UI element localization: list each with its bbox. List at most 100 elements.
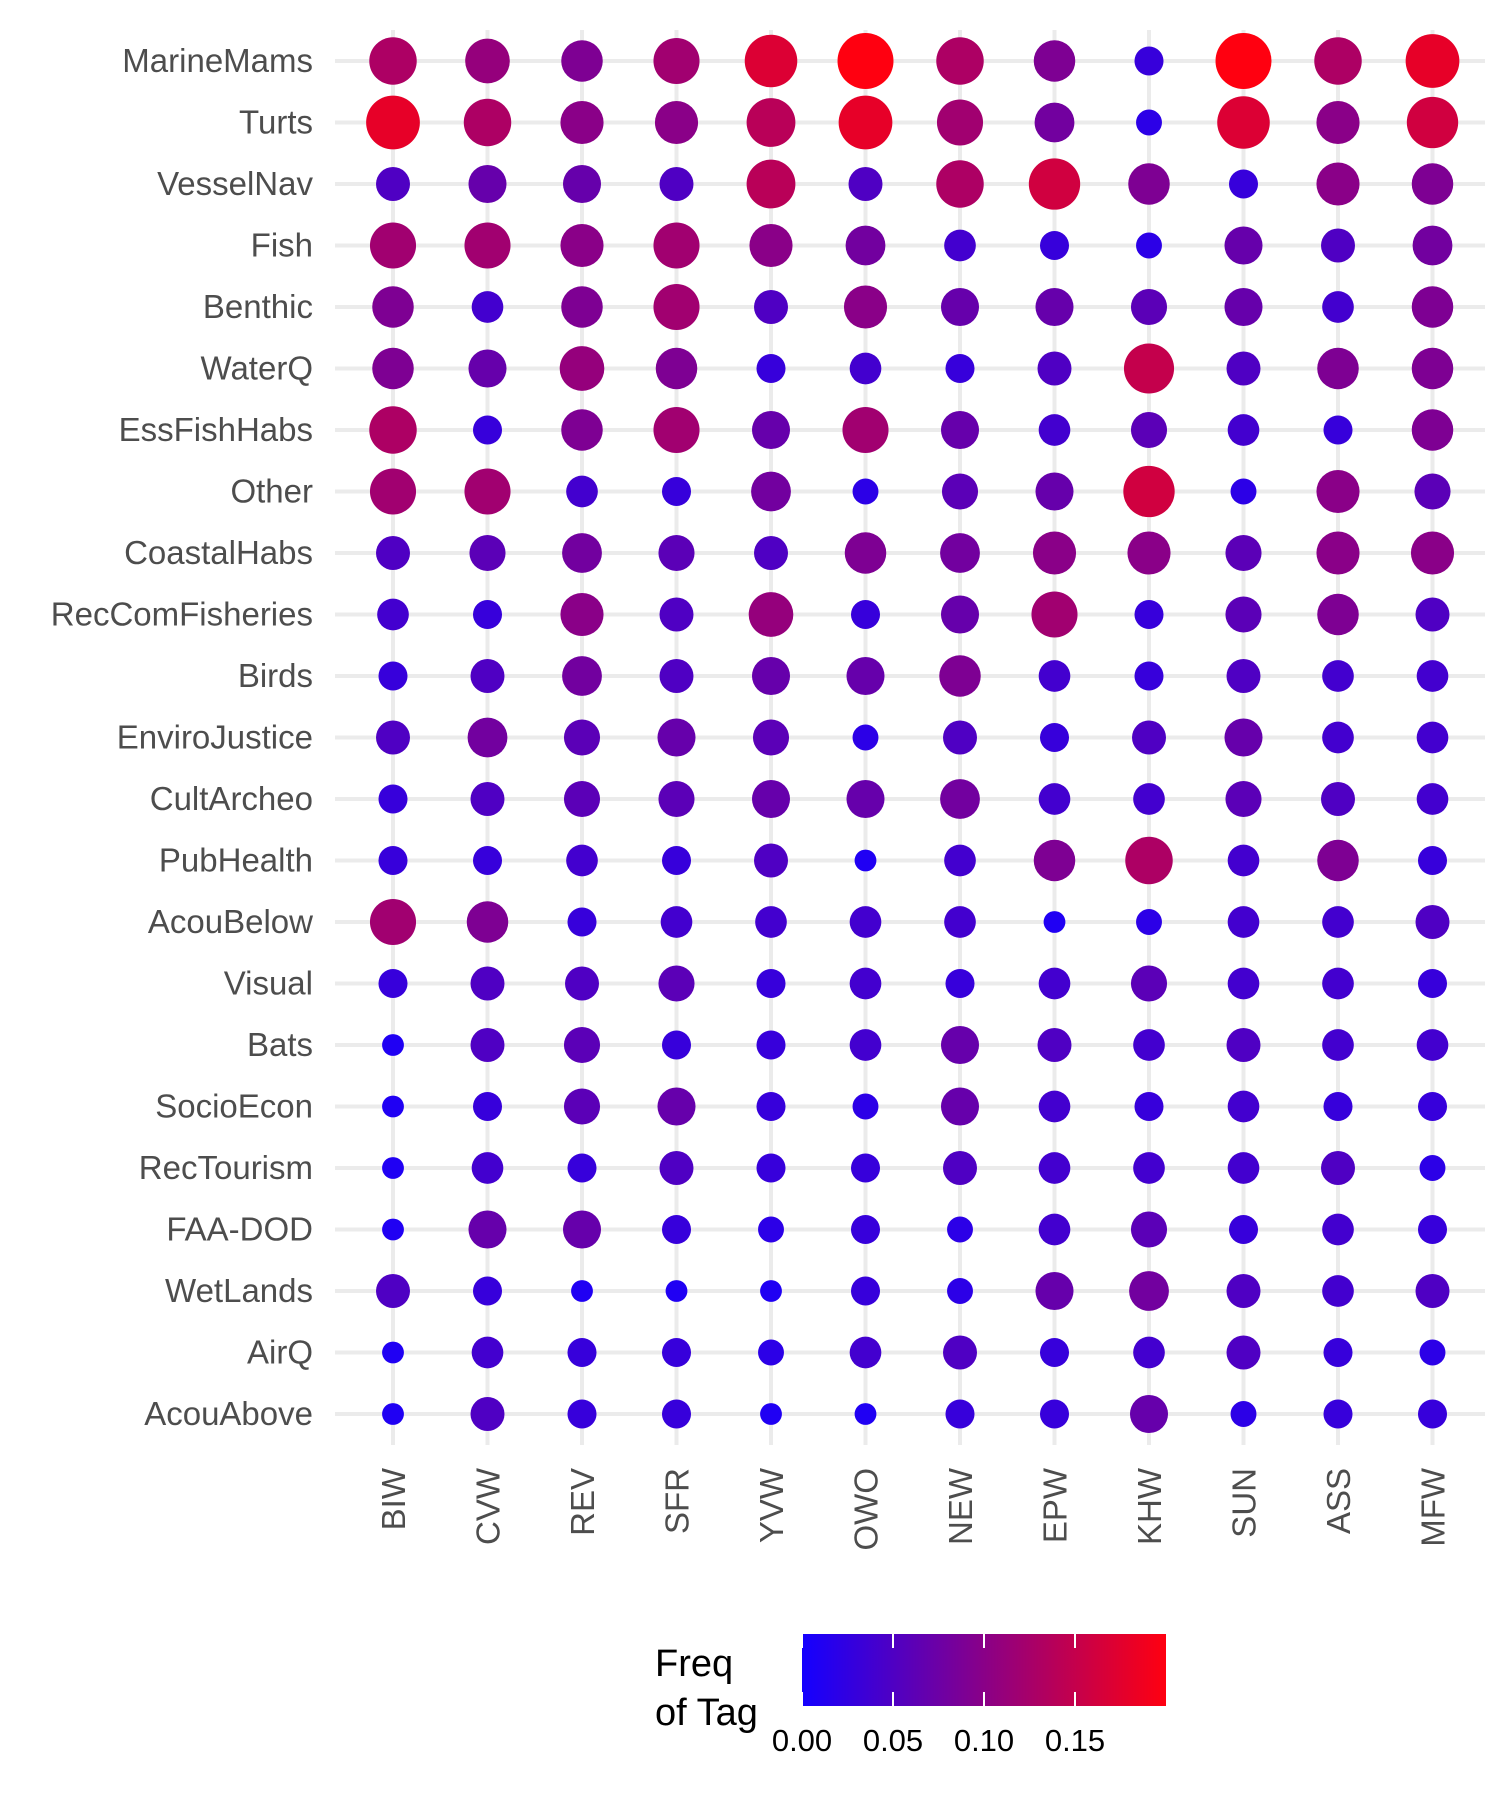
data-point bbox=[561, 40, 603, 82]
data-point bbox=[944, 229, 976, 262]
data-point bbox=[369, 37, 417, 85]
data-point bbox=[947, 1216, 973, 1243]
data-point bbox=[940, 595, 980, 634]
data-point bbox=[471, 1336, 504, 1369]
data-point bbox=[1033, 40, 1076, 82]
data-point bbox=[1134, 1091, 1164, 1122]
data-point bbox=[1224, 226, 1263, 265]
data-point bbox=[1227, 1090, 1260, 1123]
data-point bbox=[943, 1151, 977, 1185]
data-point bbox=[470, 659, 505, 693]
data-point bbox=[659, 597, 694, 632]
row-label: VesselNav bbox=[157, 165, 313, 202]
data-point bbox=[940, 533, 980, 573]
data-point bbox=[1417, 845, 1448, 876]
data-point bbox=[850, 599, 881, 630]
data-point bbox=[744, 34, 798, 88]
data-point bbox=[746, 159, 796, 209]
data-point bbox=[854, 849, 877, 872]
data-point bbox=[1411, 347, 1454, 390]
column-label: KHW bbox=[1131, 1467, 1168, 1545]
data-point bbox=[376, 167, 410, 201]
data-point bbox=[377, 598, 409, 631]
data-point bbox=[1412, 225, 1453, 266]
data-point bbox=[837, 33, 894, 89]
data-point bbox=[752, 719, 790, 756]
row-label: Other bbox=[230, 473, 313, 510]
row-label: WaterQ bbox=[201, 350, 313, 387]
data-point bbox=[1123, 465, 1175, 518]
data-point bbox=[1317, 593, 1359, 636]
data-point bbox=[1411, 409, 1454, 451]
data-point bbox=[658, 780, 695, 818]
data-point bbox=[1417, 968, 1448, 999]
row-label: RecTourism bbox=[139, 1149, 313, 1186]
data-point bbox=[1323, 415, 1353, 445]
data-point bbox=[1038, 967, 1071, 1000]
data-point bbox=[1321, 782, 1355, 816]
data-point bbox=[850, 1153, 881, 1183]
data-point bbox=[1127, 531, 1171, 575]
data-point bbox=[563, 719, 601, 756]
data-point bbox=[655, 347, 698, 390]
data-point bbox=[1406, 96, 1459, 149]
data-point bbox=[1038, 1090, 1071, 1123]
data-point bbox=[1039, 1399, 1070, 1429]
data-point bbox=[563, 780, 601, 818]
data-point bbox=[1416, 660, 1449, 692]
data-point bbox=[748, 592, 794, 637]
column-label: BIW bbox=[375, 1467, 412, 1530]
data-point bbox=[1417, 1399, 1448, 1429]
data-point bbox=[1417, 1214, 1448, 1245]
data-point bbox=[1316, 531, 1360, 575]
data-point bbox=[751, 410, 791, 450]
data-point bbox=[563, 1026, 601, 1064]
data-point bbox=[1129, 1394, 1169, 1434]
data-point bbox=[470, 782, 505, 816]
data-point bbox=[1314, 37, 1362, 85]
data-point bbox=[1322, 291, 1354, 323]
data-point bbox=[940, 1025, 980, 1065]
data-point bbox=[653, 222, 700, 269]
legend-tick-label: 0.00 bbox=[772, 1723, 832, 1758]
column-label: CVW bbox=[470, 1467, 507, 1545]
legend-tick-label: 0.15 bbox=[1045, 1723, 1105, 1758]
data-point bbox=[659, 659, 694, 693]
data-point bbox=[1128, 163, 1170, 205]
data-point bbox=[1136, 909, 1162, 935]
row-label: RecComFisheries bbox=[51, 596, 313, 633]
data-point bbox=[1225, 596, 1262, 633]
data-point bbox=[941, 473, 979, 510]
data-point bbox=[1316, 162, 1360, 206]
row-label: PubHealth bbox=[159, 842, 313, 879]
data-point bbox=[1129, 1271, 1169, 1311]
data-point bbox=[470, 966, 505, 1001]
data-point bbox=[1322, 721, 1354, 754]
row-label: MarineMams bbox=[122, 42, 313, 79]
data-point bbox=[376, 720, 410, 755]
column-label: MFW bbox=[1415, 1467, 1452, 1547]
data-point bbox=[1227, 967, 1260, 1000]
data-point bbox=[1134, 661, 1164, 691]
data-point bbox=[1215, 33, 1272, 89]
row-label: Benthic bbox=[203, 288, 313, 325]
data-point bbox=[382, 1218, 404, 1241]
data-point bbox=[660, 906, 693, 938]
data-point bbox=[472, 415, 503, 445]
data-point bbox=[849, 1029, 882, 1061]
data-point bbox=[1419, 1339, 1446, 1366]
data-point bbox=[661, 1337, 692, 1368]
data-point bbox=[850, 1276, 881, 1306]
data-point bbox=[1405, 34, 1460, 88]
data-point bbox=[567, 1399, 597, 1429]
data-point bbox=[936, 99, 984, 146]
data-point bbox=[369, 468, 417, 515]
data-point bbox=[1322, 1275, 1354, 1307]
data-point bbox=[1035, 287, 1074, 327]
data-point bbox=[472, 599, 503, 630]
data-point bbox=[1136, 109, 1162, 136]
data-point bbox=[754, 290, 788, 324]
data-point bbox=[936, 37, 984, 85]
data-point bbox=[760, 1280, 782, 1302]
